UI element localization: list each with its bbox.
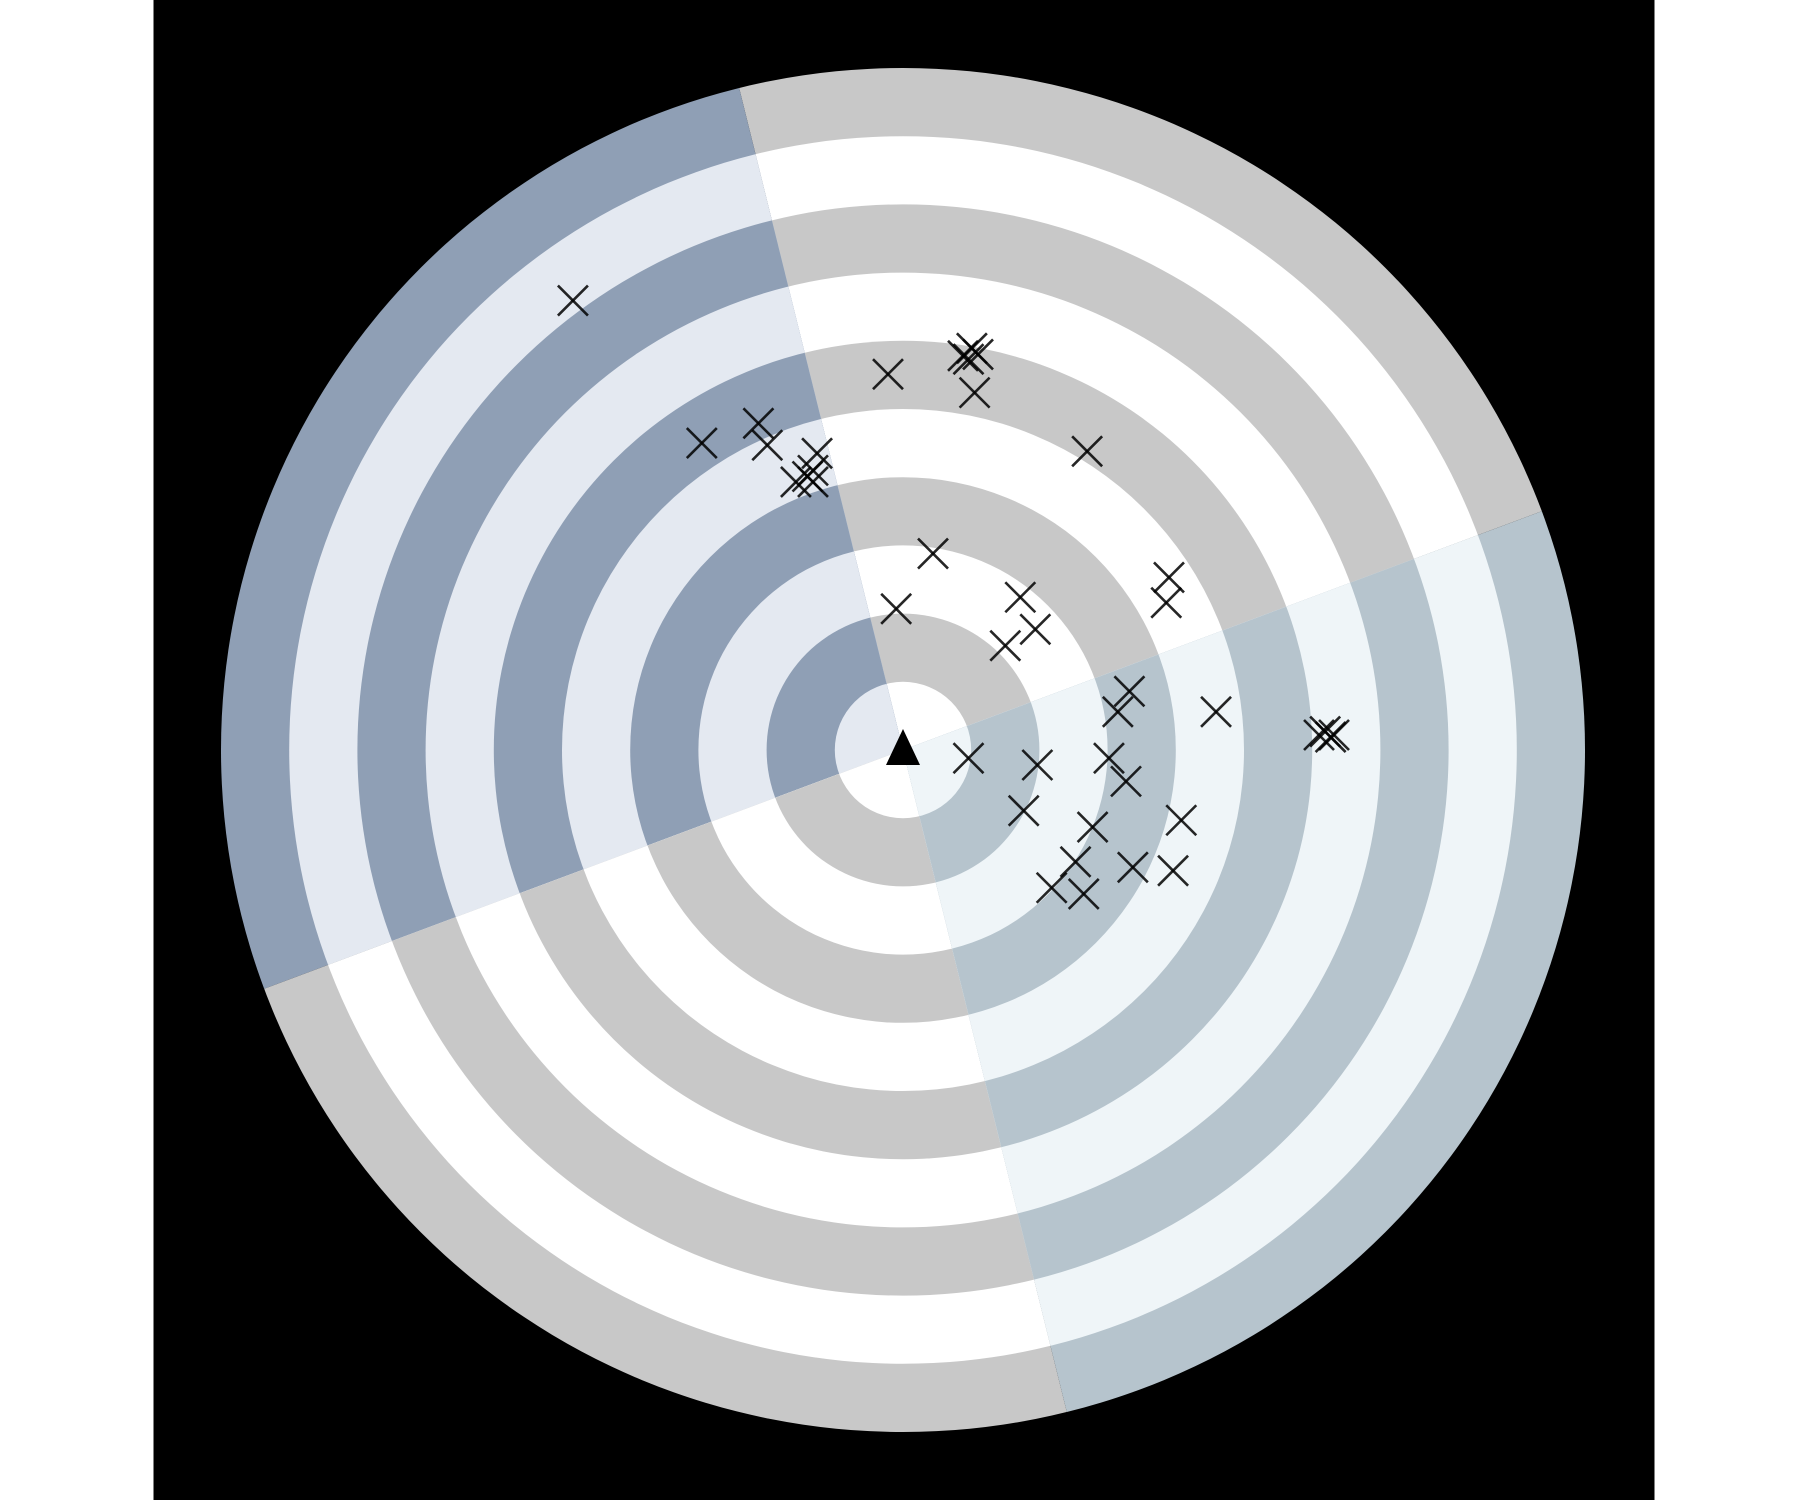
x-marker [685,427,718,460]
x-marker [1150,586,1183,619]
x-marker [952,343,985,376]
x-marker [1110,765,1142,798]
x-marker [1101,695,1134,728]
x-marker [1318,719,1350,751]
x-marker [1067,877,1100,910]
x-marker [1071,435,1104,468]
x-marker [989,629,1022,662]
x-marker [962,338,994,371]
x-marker [1035,871,1068,904]
x-marker [556,284,589,317]
x-marker [780,466,812,498]
x-marker [1165,804,1198,837]
x-marker [791,460,824,493]
x-marker [880,592,913,625]
x-marker [1093,742,1125,775]
x-marker [1157,854,1189,887]
x-marker [742,407,775,440]
x-marker [1019,613,1052,646]
x-marker [958,376,991,409]
x-marker [872,358,904,391]
x-marker [1153,561,1185,594]
x-marker [751,429,784,462]
x-marker [1116,851,1149,884]
x-marker [1004,581,1037,614]
target [221,68,1585,1432]
x-marker [1007,794,1040,827]
center-marker [886,729,920,765]
x-marker [952,742,985,775]
x-marker [917,537,949,570]
x-marker [1059,845,1092,878]
marks [556,284,1350,910]
x-marker [1021,749,1054,781]
x-marker [1200,695,1232,728]
x-marker [1113,675,1146,708]
x-marker [1076,811,1109,843]
x-marker [1303,719,1335,751]
